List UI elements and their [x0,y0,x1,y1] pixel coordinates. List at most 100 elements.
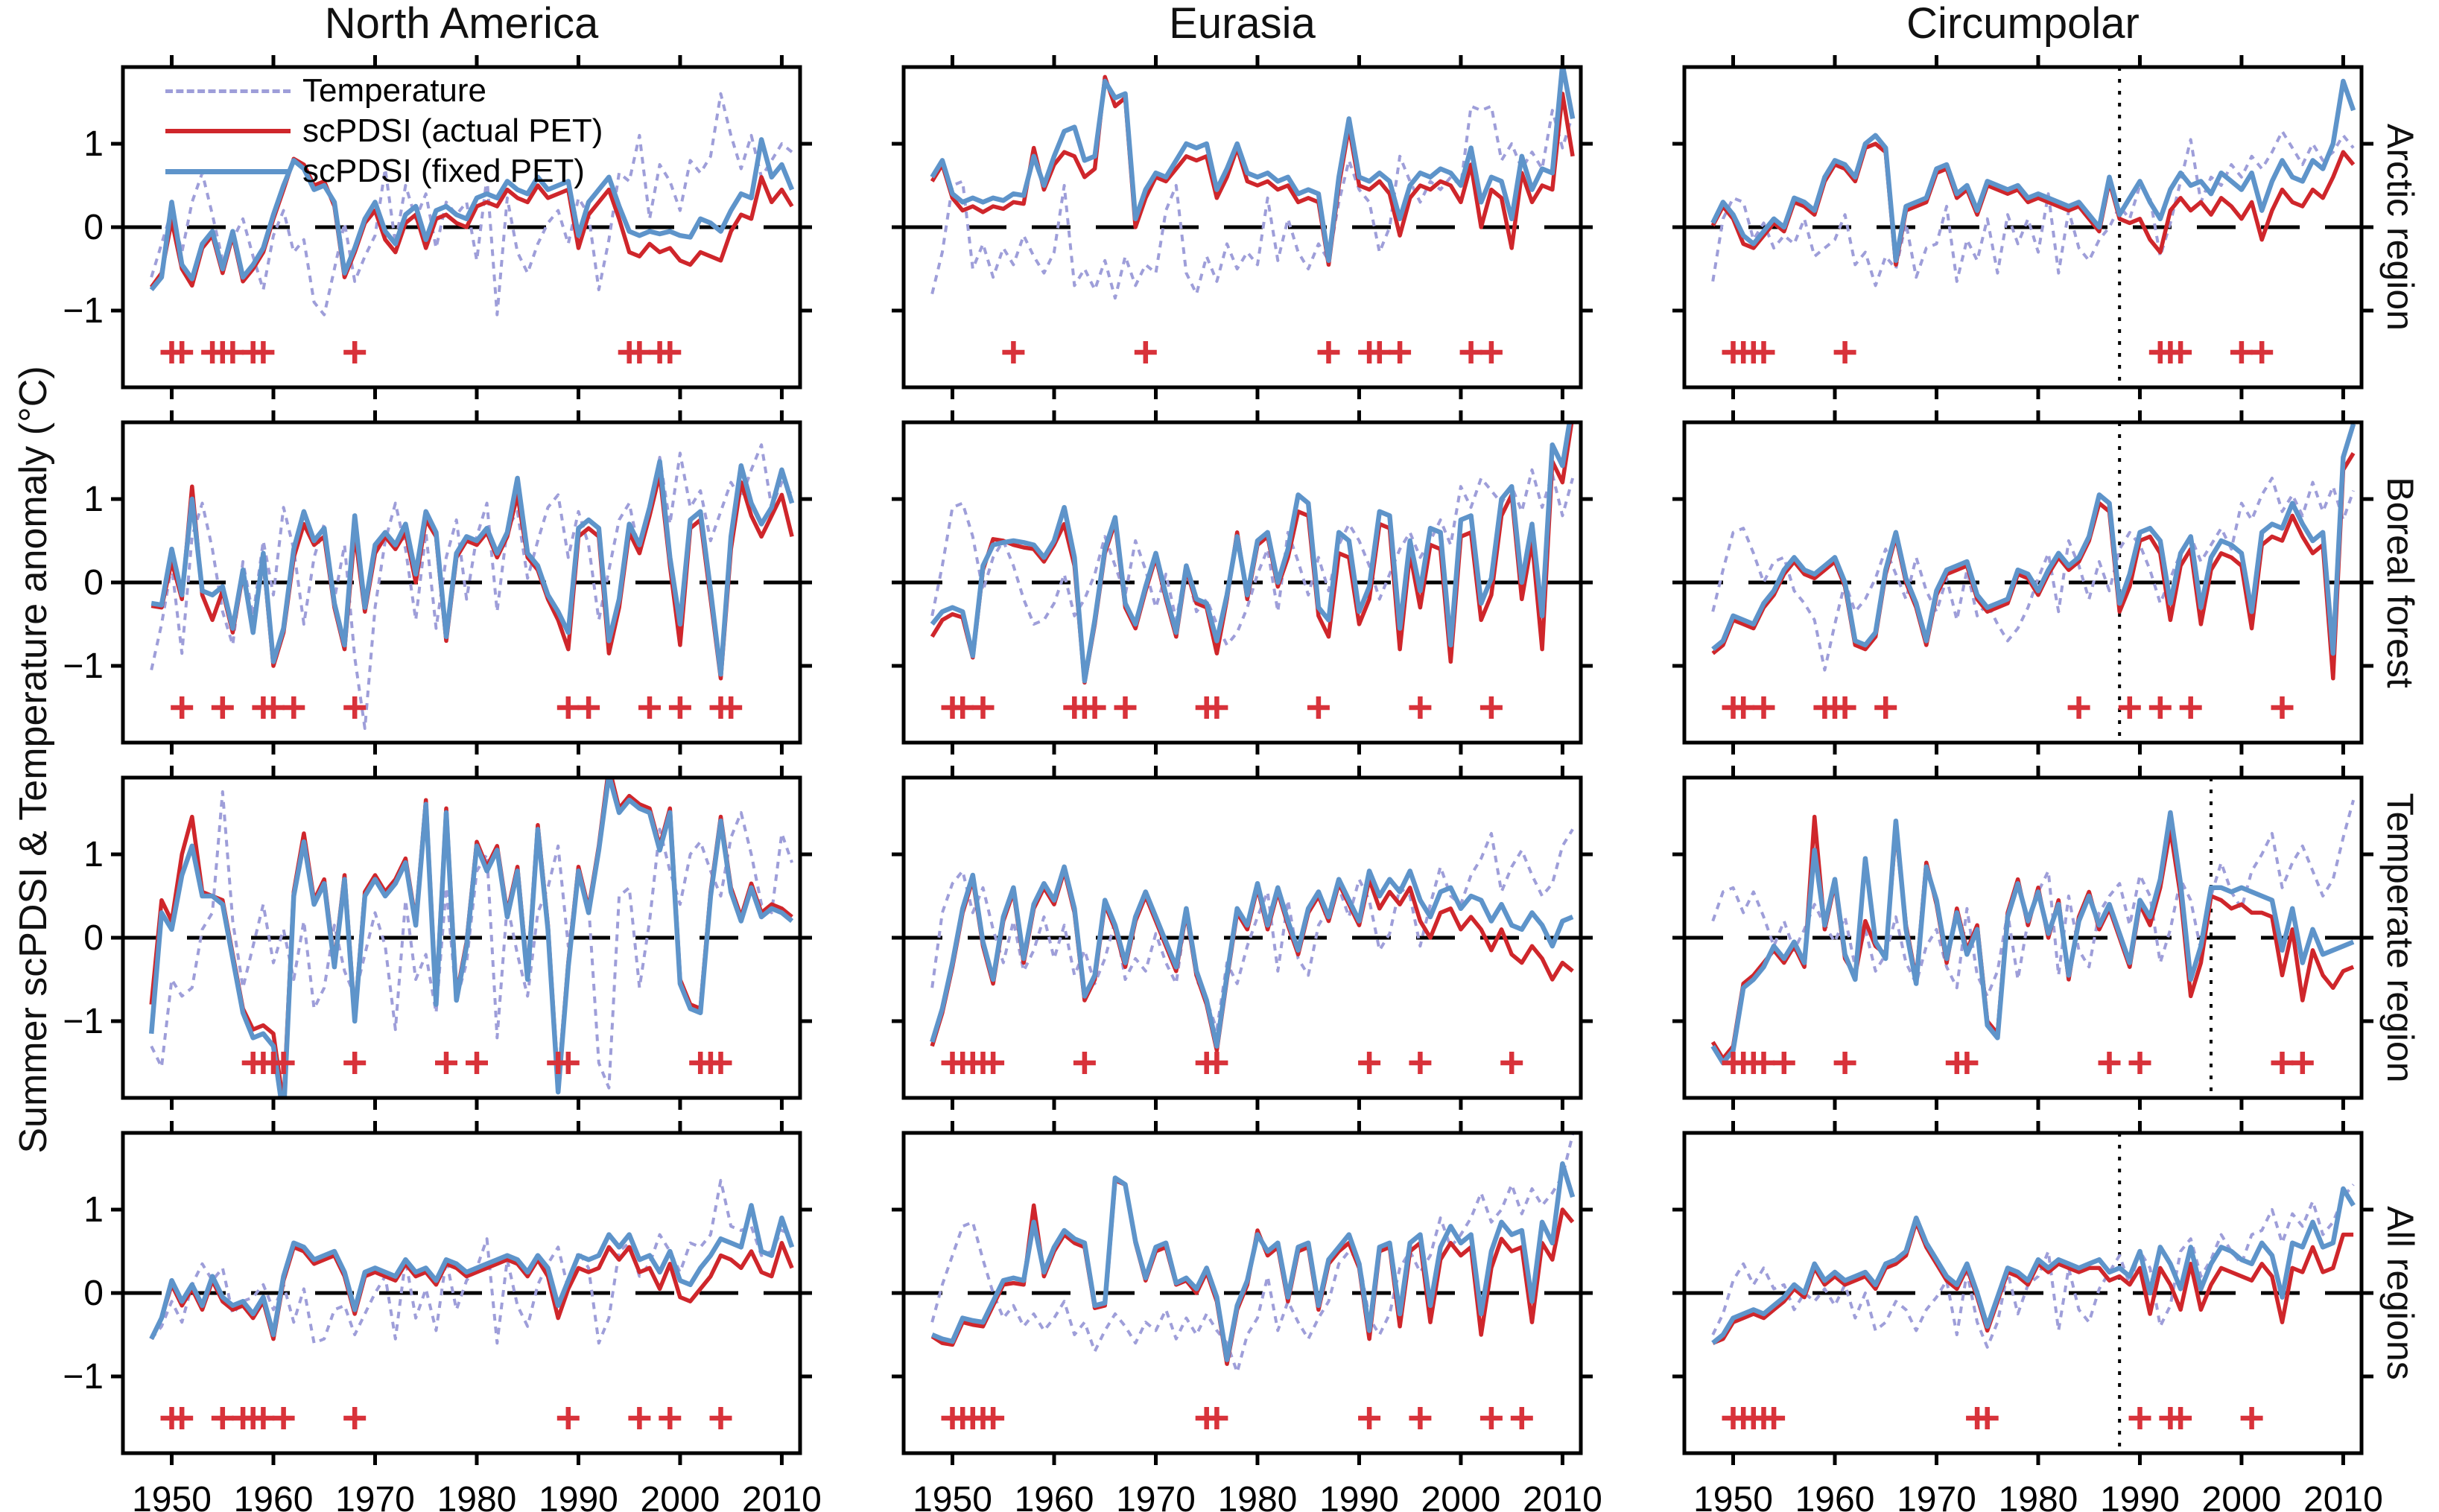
significance-plus-marker [982,1052,1005,1074]
pdsi-fixed-line [1710,78,2356,264]
column-title-north-america: North America [324,0,599,48]
significance-plus-marker [1409,1407,1432,1429]
significance-plus-marker [1083,696,1106,719]
row-label-temperate-region: Temperate region [2379,792,2421,1083]
row-label-arctic-region: Arctic region [2379,124,2421,331]
x-tick-label: 1990 [539,1480,618,1512]
significance-plus-marker [343,1052,367,1074]
significance-plus-marker [272,1052,295,1074]
panel-boreal-forest-circumpolar [1672,410,2373,755]
significance-plus-marker [1833,341,1856,363]
significance-plus-marker [2271,696,2294,719]
y-tick-label: −1 [63,647,104,686]
significance-plus-marker [221,341,244,363]
significance-plus-marker [1874,696,1897,719]
significance-plus-marker [272,1407,295,1429]
panel-all-regions-circumpolar: 1950 1960 1970 1980 1990 2000 2010 [1672,1121,2383,1512]
significance-plus-marker [1205,696,1228,719]
significance-plus-marker [1752,1052,1775,1074]
significance-plus-marker [577,696,600,719]
temperature-line [930,828,1574,1032]
significance-plus-marker [720,696,743,719]
significance-plus-marker [2240,1407,2263,1429]
legend-item-scpdsi-fixed-pet: scPDSI (fixed PET) [165,151,603,191]
significance-plus-marker [1409,1052,1432,1074]
significance-plus-marker [982,1407,1005,1429]
panel-all-regions-eurasia: 1950 1960 1970 1980 1990 2000 2010 [892,1121,1602,1512]
y-tick-label: 1 [83,1190,104,1230]
significance-plus-marker [1510,1407,1533,1429]
panel-border [1682,420,2364,745]
x-tick-label: 1980 [1999,1480,2078,1512]
scpdsi-actual-line-sample-icon [165,129,291,133]
significance-plus-marker [1833,696,1856,719]
significance-plus-marker [1763,1407,1786,1429]
significance-plus-marker [262,696,285,719]
significance-plus-marker [2067,696,2090,719]
pdsi-fixed-line [1711,1186,2356,1345]
significance-plus-marker [2098,1052,2121,1074]
pdsi-actual-line [149,1241,794,1341]
significance-plus-marker [2291,1052,2314,1074]
significance-plus-marker [1389,341,1412,363]
significance-plus-marker [1479,1407,1503,1429]
significance-plus-marker [1073,1052,1096,1074]
pdsi-fixed-line [1711,423,2356,656]
pdsi-fixed-line [930,422,1573,684]
significance-plus-marker [1114,696,1137,719]
panel-border [901,65,1583,390]
temperature-line [930,468,1575,647]
pdsi-fixed-line [148,778,794,1098]
x-tick-label: 1990 [2100,1480,2180,1512]
panel-all-regions-north-america: 1950 1960 1970 1980 1990 2000 2010 1 0 −1 [63,1121,822,1512]
pdsi-fixed-line [1710,810,2355,1066]
x-tick-label: 1960 [1015,1480,1094,1512]
x-tick-label: 1980 [1218,1480,1298,1512]
panel-boreal-forest-eurasia [892,410,1593,755]
row-label-all-regions: All regions [2379,1206,2421,1380]
y-tick-label: 0 [83,208,104,247]
significance-plus-marker [435,1052,457,1074]
significance-plus-marker [1976,1407,1999,1429]
legend-label: scPDSI (actual PET) [302,112,603,149]
significance-plus-marker [1772,1052,1795,1074]
significance-plus-marker [659,1407,682,1429]
temperature-line [1711,477,2355,672]
significance-plus-marker [2179,696,2202,719]
significance-plus-marker [1479,696,1503,719]
significance-plus-marker [252,341,275,363]
significance-plus-marker [1500,1052,1523,1074]
pdsi-fixed-line [149,137,795,292]
significance-plus-marker [668,696,691,719]
significance-plus-marker [1307,696,1330,719]
legend-label: Temperature [302,72,487,109]
pdsi-fixed-line [930,864,1574,1049]
significance-plus-marker [343,696,367,719]
significance-plus-marker [556,1407,580,1429]
significance-plus-marker [1459,341,1482,363]
y-tick-label: 0 [83,918,104,958]
x-tick-label: 2010 [742,1480,822,1512]
y-tick-label: 1 [83,480,104,519]
significance-plus-marker [1752,696,1775,719]
significance-plus-marker [1732,696,1755,719]
significance-plus-marker [971,696,995,719]
panel-border [1682,65,2364,390]
significance-plus-marker [1833,1052,1856,1074]
significance-plus-marker [628,1407,651,1429]
temperature-line [1711,130,2355,288]
pdsi-actual-line [149,778,793,1098]
significance-plus-marker [709,1407,732,1429]
x-tick-label: 2000 [641,1480,720,1512]
significance-plus-marker [951,696,974,719]
panel-border [901,1131,1583,1455]
temperature-line-sample-icon [165,89,291,93]
x-tick-label: 1970 [1116,1480,1196,1512]
significance-plus-marker [628,341,651,363]
significance-plus-marker [1368,341,1391,363]
significance-plus-marker [2169,341,2192,363]
significance-plus-marker [171,341,194,363]
x-tick-label: 1960 [1795,1480,1875,1512]
